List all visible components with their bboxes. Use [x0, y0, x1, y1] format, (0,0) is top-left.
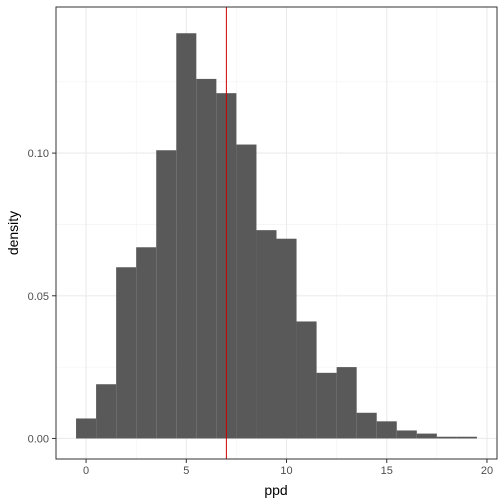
histogram-bar	[456, 436, 477, 439]
histogram-bar	[416, 433, 437, 439]
histogram-bar	[176, 33, 197, 439]
y-tick-label: 0.05	[28, 291, 49, 303]
x-tick-label: 20	[481, 465, 493, 477]
histogram-bar	[436, 436, 457, 439]
x-tick-label: 10	[280, 465, 292, 477]
histogram-bar	[296, 321, 317, 439]
histogram-bar	[96, 384, 117, 439]
histogram-bars	[76, 33, 477, 439]
x-axis-title: ppd	[264, 482, 287, 498]
histogram-bar	[336, 367, 357, 439]
x-axis-ticks: 0 5 10 15 20	[83, 459, 493, 477]
histogram-bar	[136, 247, 157, 439]
histogram-bar	[196, 78, 217, 439]
histogram-bar	[316, 372, 337, 439]
histogram-bar	[396, 430, 417, 439]
x-tick-label: 0	[83, 465, 89, 477]
x-tick-label: 15	[381, 465, 393, 477]
histogram-bar	[376, 421, 397, 439]
histogram-bar	[256, 230, 277, 439]
histogram-bar	[236, 144, 257, 439]
histogram-bar	[156, 150, 177, 439]
histogram-bar	[276, 238, 297, 439]
y-axis-title: density	[5, 211, 21, 255]
histogram-bar	[356, 412, 377, 439]
y-tick-label: 0.10	[28, 148, 49, 160]
histogram-bar	[76, 418, 97, 439]
y-tick-label: 0.00	[28, 433, 49, 445]
y-axis-ticks: 0.00 0.05 0.10	[28, 148, 56, 445]
x-tick-label: 5	[183, 465, 189, 477]
histogram-bar	[116, 267, 137, 439]
plot-border	[55, 6, 498, 460]
